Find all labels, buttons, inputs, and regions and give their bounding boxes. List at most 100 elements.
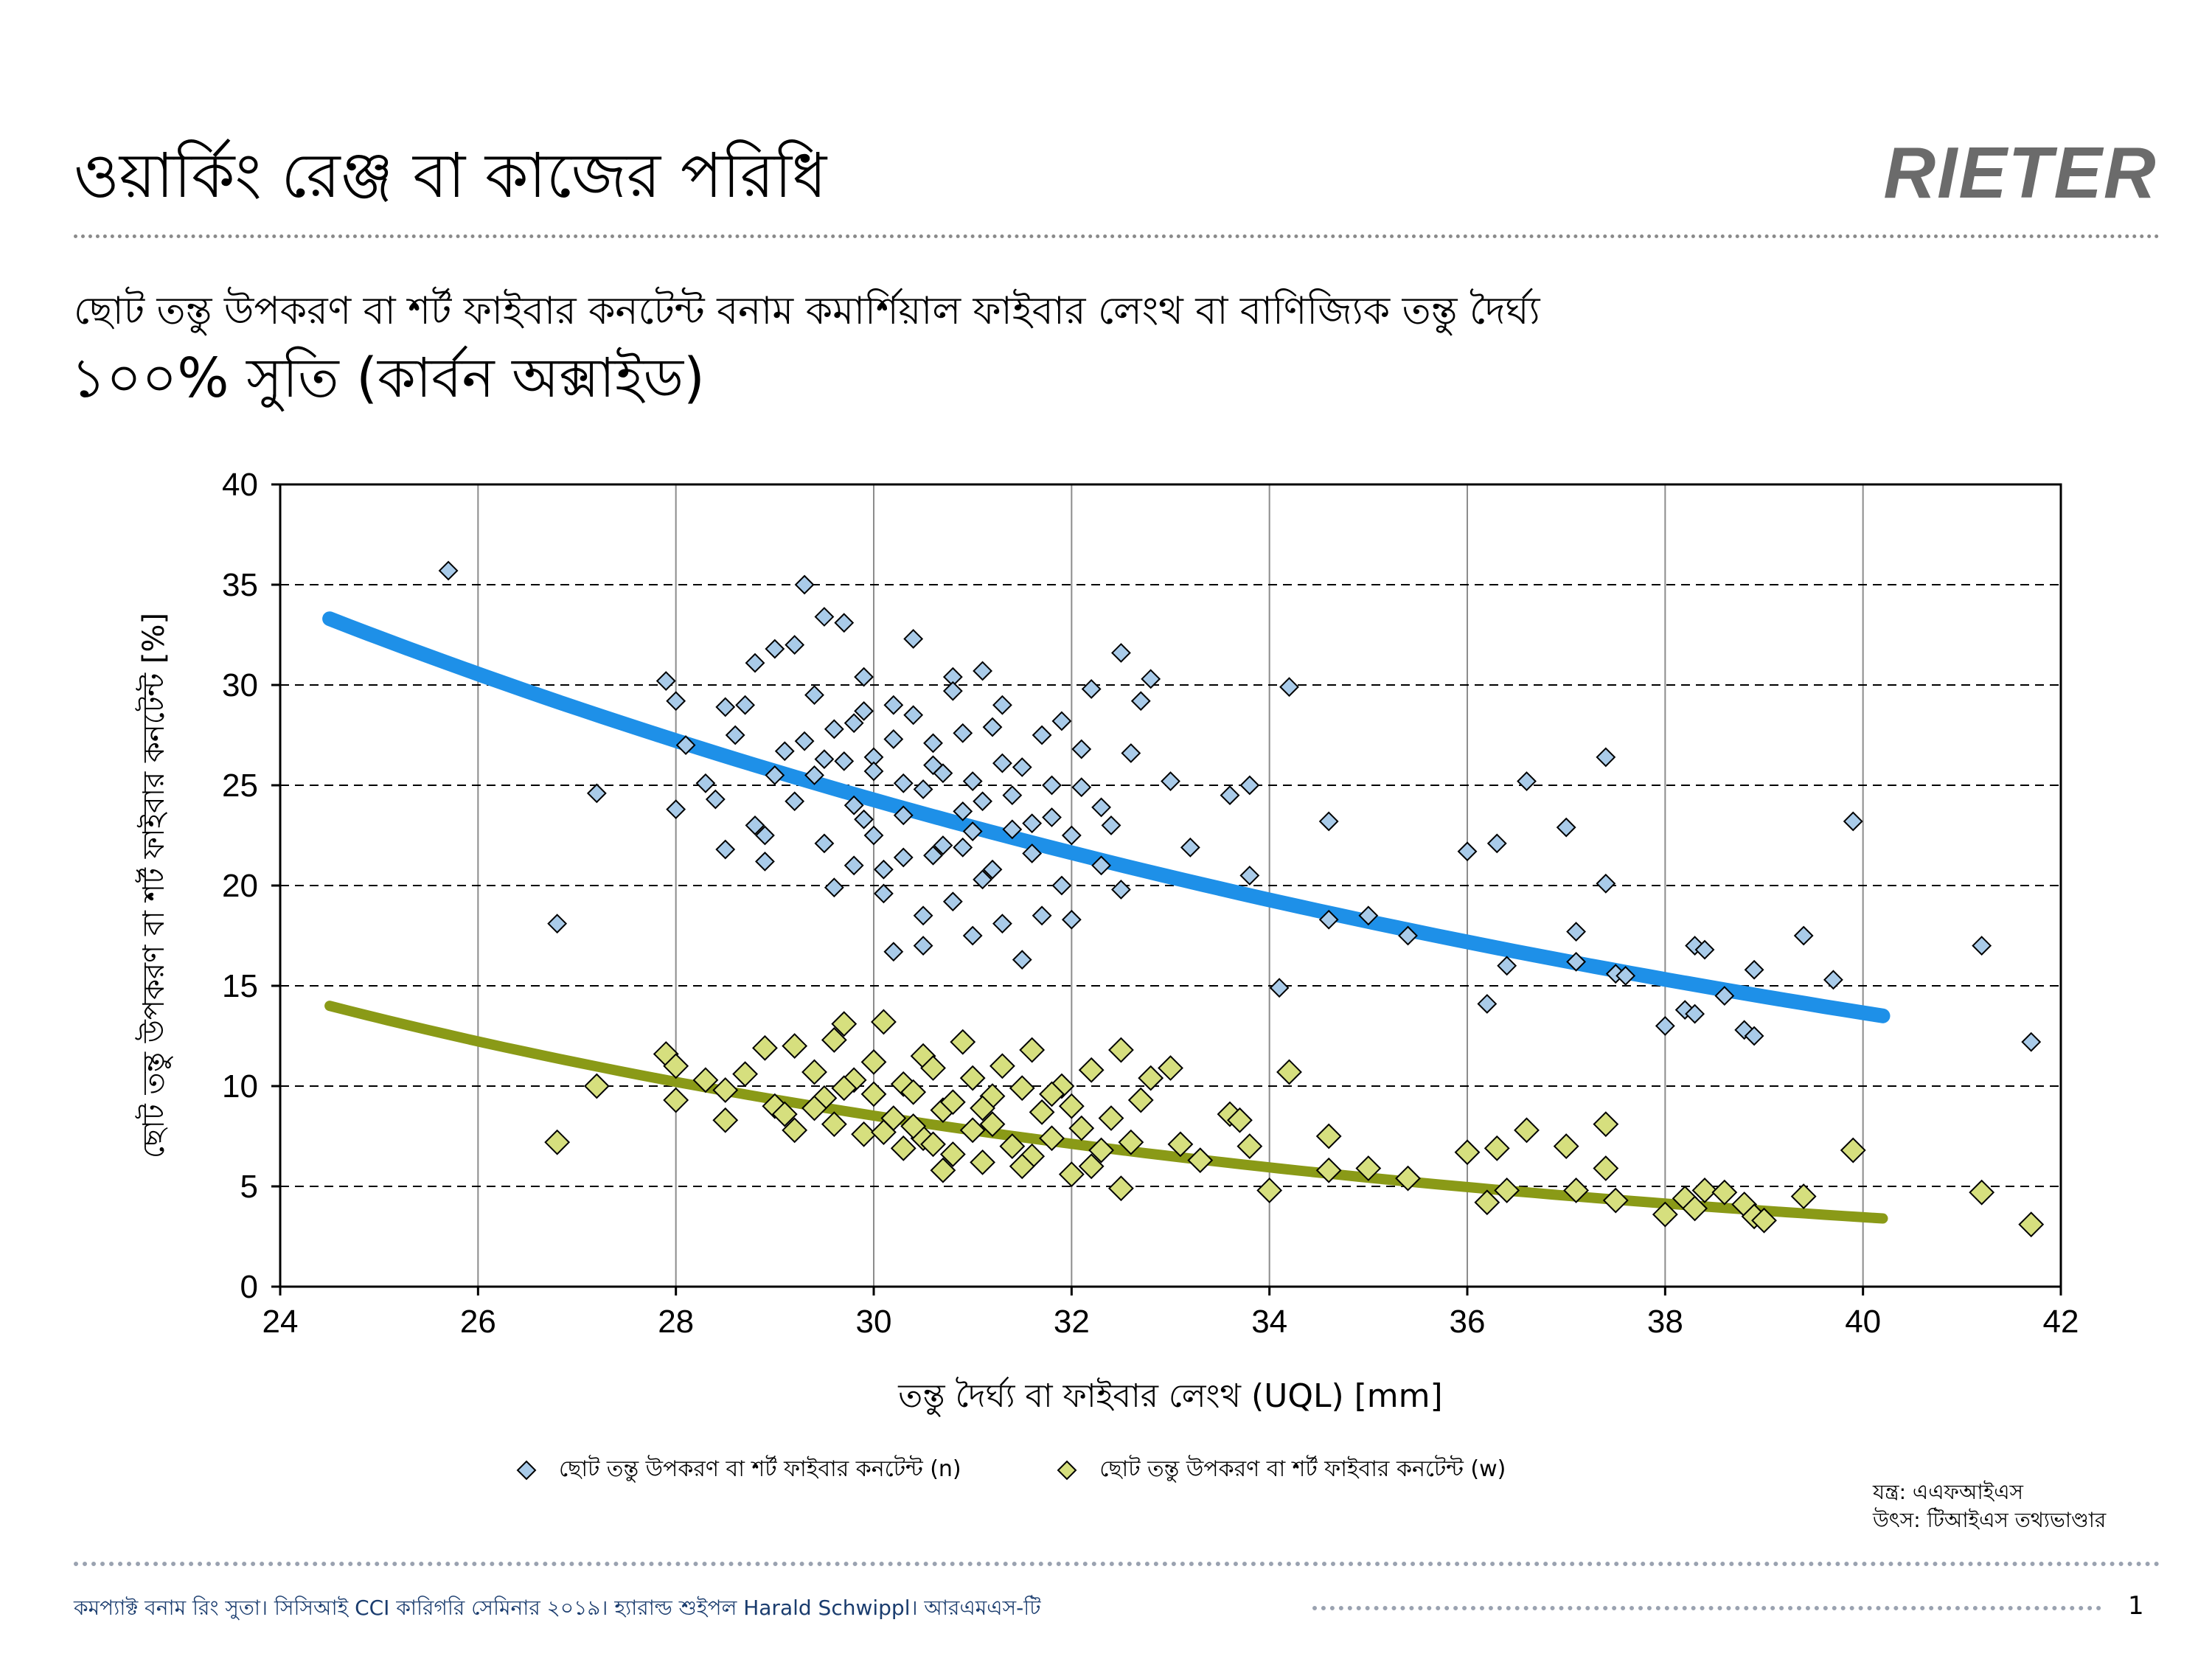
data-point-w [1039, 1125, 1065, 1152]
x-tick-label: 42 [2043, 1304, 2079, 1340]
data-point-w [1315, 1157, 1342, 1183]
data-point-n [1111, 643, 1131, 663]
material-heading: ১০০% সুতি (কার্বন অক্সাইড) [71, 347, 705, 410]
data-point-n [953, 837, 973, 858]
data-point-w [1593, 1111, 1619, 1138]
data-point-n [705, 789, 726, 810]
data-point-n [1398, 925, 1418, 946]
data-point-n [854, 809, 874, 830]
data-point-n [992, 753, 1012, 773]
data-point-n [1101, 815, 1121, 835]
data-source-note: উৎস: টিআইএস তথ্যভাণ্ডার [1873, 1508, 2107, 1532]
data-point-n [874, 859, 894, 880]
data-point-n [1744, 959, 1764, 980]
footer-divider [74, 1562, 2160, 1566]
data-point-n [1318, 909, 1339, 930]
data-point-w [1108, 1037, 1134, 1063]
x-tick-label: 28 [658, 1304, 694, 1340]
data-point-w [583, 1073, 610, 1099]
data-point-w [1058, 1093, 1085, 1119]
data-point-n [745, 815, 765, 835]
data-point-n [854, 667, 874, 687]
data-point-n [982, 717, 1003, 737]
x-tick-label: 30 [856, 1304, 892, 1340]
data-point-w [1227, 1107, 1253, 1133]
data-point-w [1474, 1189, 1500, 1216]
data-point-w [950, 1029, 976, 1055]
data-point-w [801, 1059, 827, 1085]
data-point-n [794, 731, 815, 751]
data-point-w [871, 1119, 897, 1145]
data-point-n [1051, 875, 1072, 896]
data-point-n [765, 765, 785, 785]
data-point-n [953, 723, 973, 743]
data-point-n [913, 779, 933, 799]
scatter-chart: 24 26 28 30 32 34 36 38 40 42 0 5 10 15 20 25 30 35 40 তন্… [135, 467, 2079, 1416]
data-point-n [547, 914, 568, 934]
data-point-n [1556, 817, 1576, 838]
data-point-n [794, 574, 815, 595]
data-point-n [982, 859, 1003, 880]
data-point-w [1602, 1187, 1629, 1214]
y-tick-label: 35 [222, 567, 258, 603]
source-note: যন্ত্র: এএফআইএস উৎস: টিআইএস তথ্যভাণ্ডার [1873, 1478, 2106, 1534]
data-point-w [970, 1149, 995, 1175]
data-point-n [903, 629, 924, 649]
data-point-n [863, 825, 884, 846]
data-point-n [824, 719, 844, 740]
data-point-n [893, 847, 914, 868]
data-point-w [939, 1141, 966, 1167]
data-point-n [1517, 771, 1537, 791]
y-tick-label: 25 [222, 768, 258, 804]
x-tick-label: 36 [1450, 1304, 1486, 1340]
data-point-n [774, 741, 795, 762]
data-point-n [1457, 841, 1478, 862]
instrument-note: যন্ত্র: এএফআইএস [1873, 1480, 2023, 1504]
data-point-w [1029, 1099, 1055, 1125]
data-point-w [1009, 1075, 1035, 1102]
data-point-w [1058, 1161, 1085, 1188]
data-point-n [913, 905, 933, 926]
data-point-n [666, 799, 686, 820]
data-point-w [1009, 1153, 1035, 1180]
data-point-n [854, 700, 874, 721]
data-point-n [1022, 844, 1043, 863]
data-point-w [1237, 1133, 1263, 1160]
data-point-n [2021, 1032, 2042, 1052]
data-point-n [1358, 905, 1379, 926]
data-point-n [992, 695, 1012, 715]
data-point-n [1972, 936, 1992, 956]
data-point-n [1793, 925, 1814, 946]
data-point-w [821, 1111, 847, 1138]
data-point-n [1002, 819, 1023, 840]
x-tick-label: 24 [262, 1304, 299, 1340]
data-point-n [695, 773, 716, 793]
rieter-logo-text: RIETER [1884, 134, 2157, 208]
x-tick-label: 26 [460, 1304, 496, 1340]
data-point-n [1714, 986, 1735, 1006]
y-tick-label: 40 [222, 467, 258, 503]
data-point-n [1051, 711, 1072, 731]
data-point-n [844, 713, 864, 734]
data-point-n [1269, 978, 1290, 998]
data-point-n [933, 835, 953, 856]
data-point-w [771, 1101, 798, 1127]
data-point-n [735, 695, 755, 715]
data-point-n [1744, 1026, 1764, 1046]
data-point-w [959, 1117, 986, 1144]
data-point-n [962, 821, 983, 841]
data-point-w [712, 1077, 739, 1103]
data-point-n [893, 805, 914, 826]
data-point-w [860, 1048, 887, 1075]
data-point-w [1593, 1155, 1619, 1181]
y-tick-label: 0 [240, 1269, 258, 1305]
data-point-n [1042, 775, 1062, 796]
data-point-w [752, 1034, 778, 1061]
data-point-w [990, 1053, 1015, 1079]
data-point-n [1111, 880, 1131, 900]
data-point-n [962, 771, 983, 791]
x-tick-label: 38 [1647, 1304, 1683, 1340]
data-point-w [1167, 1131, 1194, 1158]
data-point-n [814, 749, 835, 770]
data-point-w [970, 1095, 995, 1121]
